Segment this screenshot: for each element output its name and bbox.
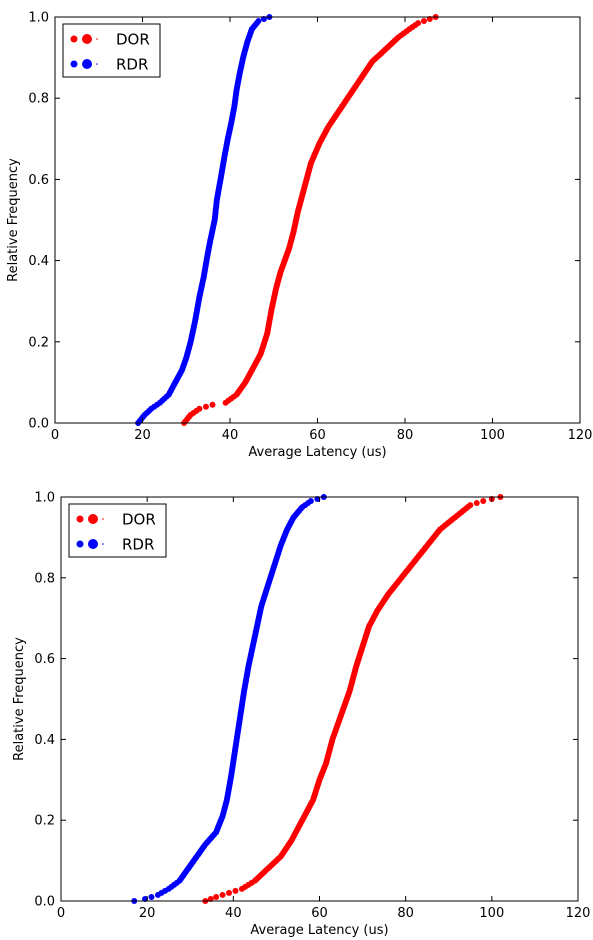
y-tick-label: 0.6 xyxy=(34,652,55,667)
legend-marker-large xyxy=(82,59,92,69)
rdr-point xyxy=(314,496,321,503)
legend-label-rdr: RDR xyxy=(122,536,154,554)
x-tick-label: 40 xyxy=(225,906,242,921)
dor-point xyxy=(202,403,209,410)
y-tick-label: 0.4 xyxy=(34,733,55,748)
dor-point xyxy=(213,893,220,900)
x-tick-label: 120 xyxy=(566,906,591,921)
x-tick-label: 80 xyxy=(397,906,414,921)
series-dor xyxy=(181,14,439,426)
y-axis-label: Relative Frequency xyxy=(6,158,21,282)
legend-marker-small xyxy=(70,60,78,68)
dor-point xyxy=(467,502,474,509)
legend-marker-small xyxy=(70,35,78,43)
y-tick-label: 0.4 xyxy=(28,254,49,269)
dor-point xyxy=(209,401,216,408)
x-tick-label: 100 xyxy=(479,906,504,921)
y-tick-label: 0.2 xyxy=(34,814,55,829)
dor-point xyxy=(415,20,422,27)
x-tick-label: 40 xyxy=(222,428,239,443)
y-tick-label: 0.6 xyxy=(28,173,49,188)
y-tick-label: 1.0 xyxy=(34,491,55,506)
x-tick-label: 0 xyxy=(51,428,59,443)
series-dor xyxy=(202,494,504,904)
legend-marker-large xyxy=(88,514,98,524)
legend-marker-dot xyxy=(102,543,104,545)
plot-frame xyxy=(60,496,579,902)
legend-marker-dot xyxy=(102,518,104,520)
dor-point xyxy=(473,500,480,507)
x-tick-label: 100 xyxy=(480,428,505,443)
legend-marker-small xyxy=(76,515,84,523)
rdr-point xyxy=(260,16,267,23)
y-tick-label: 0.8 xyxy=(34,571,55,586)
x-tick-label: 60 xyxy=(311,906,328,921)
legend-marker-large xyxy=(82,34,92,44)
legend-box xyxy=(62,23,161,78)
legend-marker-small xyxy=(76,540,84,548)
chart-bottom: 0 20 40 60 80 100 120 0.0 0.2 0.4 0.6 0.8 1.0 Average… xyxy=(12,491,590,939)
rdr-point xyxy=(142,895,149,902)
dor-point xyxy=(232,887,239,894)
legend: DOR RDR xyxy=(68,503,167,558)
dor-point xyxy=(219,891,226,898)
dor-point xyxy=(196,405,203,412)
y-tick-label: 0.0 xyxy=(34,895,55,910)
legend-marker-large xyxy=(88,539,98,549)
chart-top: 0 20 40 60 80 100 120 0.0 0.2 0.4 0.6 0.8 1.0 Average… xyxy=(6,11,592,461)
legend-marker-dot xyxy=(96,38,98,40)
dor-point xyxy=(420,18,427,25)
legend-label-rdr: RDR xyxy=(116,56,148,74)
x-tick-label: 20 xyxy=(134,428,151,443)
y-tick-label: 0.2 xyxy=(28,335,49,350)
rdr-point xyxy=(148,893,155,900)
series-rdr xyxy=(135,14,273,426)
y-axis-label: Relative Frequency xyxy=(12,637,27,761)
legend-marker-dot xyxy=(96,63,98,65)
x-tick-label: 60 xyxy=(309,428,326,443)
legend-label-dor: DOR xyxy=(122,511,156,529)
rdr-point xyxy=(255,18,262,25)
x-axis-label: Average Latency (us) xyxy=(250,923,388,938)
y-tick-label: 0.8 xyxy=(28,92,49,107)
x-tick-label: 0 xyxy=(57,906,65,921)
dor-point xyxy=(207,895,214,902)
x-axis-label: Average Latency (us) xyxy=(248,445,386,460)
y-tick-label: 1.0 xyxy=(28,11,49,26)
rdr-point xyxy=(307,498,314,505)
dor-point xyxy=(480,498,487,505)
dor-point xyxy=(426,16,433,23)
plot-frame xyxy=(54,16,581,424)
x-tick-label: 120 xyxy=(568,428,593,443)
dor-point xyxy=(226,889,233,896)
y-tick-label: 0.0 xyxy=(28,417,49,432)
legend-label-dor: DOR xyxy=(116,31,150,49)
legend-box xyxy=(68,503,167,558)
legend: DOR RDR xyxy=(62,23,161,78)
x-tick-label: 80 xyxy=(397,428,414,443)
x-tick-label: 20 xyxy=(139,906,156,921)
series-rdr xyxy=(131,494,327,904)
